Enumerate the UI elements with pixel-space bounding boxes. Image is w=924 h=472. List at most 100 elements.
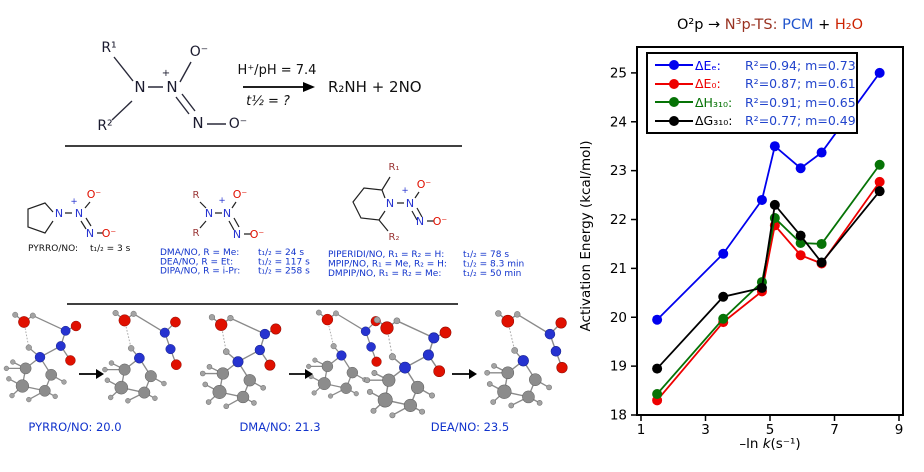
chart-title: O²p → N³p-TS: PCM + H₂O [637, 17, 903, 33]
scheme-atom-o-top: O⁻ [190, 44, 208, 60]
atom-h [222, 348, 230, 355]
legend-series-name: ΔG₃₁₀: [695, 113, 733, 129]
atom-n [165, 344, 176, 355]
atom-c [138, 386, 151, 399]
atom-o [170, 359, 182, 371]
atom-o [270, 323, 282, 335]
data-point [652, 363, 663, 374]
data-point [769, 141, 780, 152]
atom-h [546, 384, 552, 391]
pyrro-label-value: t₁/₂ = 3 s [90, 244, 131, 254]
legend-series-stats: R²=0.91; m=0.65 [745, 94, 856, 110]
reaction-condition-bottom: t½ = ? [246, 94, 290, 109]
molecule-pyrro-product [102, 309, 182, 404]
series-line-3 [656, 190, 881, 370]
data-point [795, 230, 806, 241]
bond [32, 315, 66, 332]
atom-n [399, 361, 411, 374]
legend-row-2: ΔH₃₁₀: R²=0.91; m=0.65 [648, 93, 856, 112]
atom-c [411, 380, 425, 394]
x-axis-label-part: (s⁻¹) [770, 436, 801, 452]
y-tick-label: 24 [610, 114, 627, 130]
atom-o [118, 314, 131, 327]
scheme-atom-n-amine: N [134, 78, 145, 96]
atom-o [439, 326, 452, 339]
atom-c [118, 363, 131, 376]
x-tick-label: 3 [701, 422, 710, 438]
legend-series-stats: R²=0.87; m=0.61 [745, 76, 856, 92]
atom-c [38, 384, 51, 397]
piperidi-r1: R₁ [389, 162, 400, 173]
legend-dot [669, 115, 679, 126]
reaction-condition-top: H⁺/pH = 7.4 [238, 63, 317, 78]
model-label-dea: DEA/NO: 23.5 [431, 420, 509, 434]
atom-h [10, 359, 16, 365]
atom-h [364, 377, 371, 384]
atom-h [161, 380, 167, 387]
atom-h [366, 388, 373, 395]
legend-row-3: ΔG₃₁₀: R²=0.77; m=0.49 [648, 112, 856, 131]
atom-c [236, 390, 250, 404]
piperidi-n-lower: N [416, 215, 424, 228]
chart-legend: ΔEₑ: R²=0.94; m=0.73 ΔE₀: R²=0.87; m=0.61 ΔH… [646, 52, 858, 134]
atom-n [336, 350, 347, 361]
atom-h [490, 399, 497, 405]
bond [516, 313, 551, 335]
data-point [874, 67, 885, 78]
dma-n-amine: N [205, 207, 213, 220]
reaction-arrowhead-icon [303, 82, 315, 92]
atom-o [215, 318, 228, 331]
atom-h [112, 309, 119, 317]
atom-h [514, 311, 521, 318]
data-point [874, 176, 885, 187]
legend-series-stats: R²=0.94; m=0.73 [745, 57, 856, 73]
scheme-bonds [111, 56, 226, 125]
atom-h [327, 393, 334, 399]
data-point [756, 194, 767, 205]
dma-row-name: DMA/NO, R = Me: [160, 248, 239, 258]
atom-h [107, 394, 114, 401]
reaction-scheme: R¹ N R² N + O⁻ N O⁻ H⁺/pH = 7.4 t½ = ? R… [97, 40, 421, 134]
y-tick-label: 21 [610, 261, 627, 277]
piperidi-o-top: O⁻ [417, 178, 432, 191]
atom-h [127, 345, 135, 352]
y-tick-label: 25 [610, 65, 627, 81]
atom-h [536, 400, 543, 406]
atom-h [104, 377, 111, 383]
atom-h [419, 408, 426, 415]
legend-row-1: ΔE₀: R²=0.87; m=0.61 [648, 75, 856, 94]
x-tick-label: 5 [766, 422, 775, 438]
model-arrowhead-icon [96, 369, 104, 379]
data-point [718, 291, 729, 302]
legend-marker-icon [655, 115, 693, 126]
atom-h [371, 370, 378, 376]
atom-h [3, 365, 10, 372]
y-tick-label: 19 [610, 359, 627, 375]
atom-h [26, 396, 32, 403]
plot-area: 1 3 5 7 9 18 19 20 21 22 23 24 25 [610, 46, 904, 438]
scheme-atom-n-center: N [166, 78, 177, 96]
dma-r-bottom: R [193, 228, 200, 239]
model-label-dma: DMA/NO: 21.3 [239, 420, 320, 434]
piperidi-o-right: O⁻ [433, 215, 448, 228]
pyrro-bonds [27, 201, 103, 234]
atom-o [433, 365, 446, 378]
atom-h [202, 381, 209, 388]
atom-h [311, 390, 317, 396]
data-point [874, 159, 885, 170]
atom-c [346, 366, 359, 379]
molecule-dea-reactant [364, 316, 452, 419]
atom-n [428, 332, 440, 344]
chart-title-part: H₂O [834, 17, 864, 33]
legend-row-0: ΔEₑ: R²=0.94; m=0.73 [648, 56, 856, 75]
x-tick-label: 1 [637, 422, 646, 438]
atom-h [491, 363, 497, 369]
atom-n [550, 346, 562, 357]
molecule-dma-product [306, 309, 382, 399]
bond [396, 320, 435, 339]
pyrro-label-name: PYRRO/NO: [28, 244, 78, 254]
atom-h [260, 385, 266, 391]
atom-c [19, 362, 32, 375]
atom-n [422, 349, 434, 361]
atom-h [205, 399, 212, 405]
